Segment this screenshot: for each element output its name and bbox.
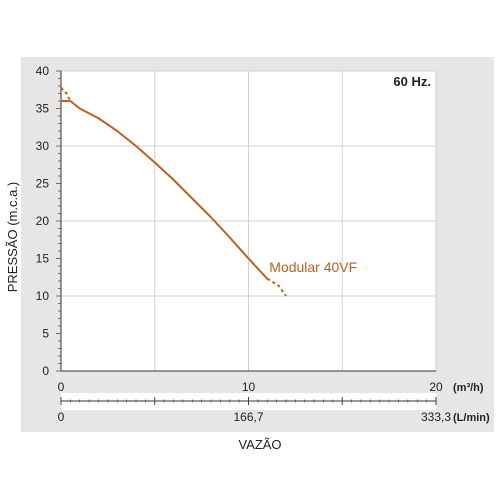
x2-axis: 0 166,7 333,3 [58, 397, 451, 424]
y-tick-label: 20 [36, 214, 50, 228]
y-tick-label: 10 [36, 289, 50, 303]
x-tick-label: 0 [58, 380, 65, 394]
y-tick-label: 25 [36, 177, 50, 191]
series-line [60, 100, 269, 280]
x-axis-title: VAZÃO [238, 437, 281, 452]
y-tick-label: 5 [42, 327, 49, 341]
x2-tick-label: 0 [58, 410, 65, 424]
y-tick-label: 40 [36, 64, 50, 78]
x-axis-unit: (m³/h) [453, 382, 484, 394]
y-tick-label: 15 [36, 252, 50, 266]
y-axis-title: PRESSÃO (m.c.a.) [5, 182, 20, 293]
series-extension-end [266, 277, 287, 297]
series-extension-start [60, 86, 72, 102]
series-label: Modular 40VF [269, 259, 357, 275]
x2-axis-unit: (L/min) [453, 412, 490, 424]
x-axis: 0 10 20 [58, 370, 443, 394]
x2-tick-label: 166,7 [233, 410, 263, 424]
y-tick-label: 0 [42, 364, 49, 378]
x-tick-label: 10 [242, 380, 256, 394]
x-tick-label: 20 [429, 380, 443, 394]
series-group: Modular 40VF [60, 86, 357, 297]
grid-lines [61, 70, 437, 371]
y-axis: 0 5 10 15 20 25 30 35 40 [36, 64, 62, 378]
y-tick-label: 35 [36, 102, 50, 116]
y-tick-label: 30 [36, 139, 50, 153]
frequency-annotation: 60 Hz. [393, 74, 431, 89]
x2-tick-label: 333,3 [421, 410, 451, 424]
